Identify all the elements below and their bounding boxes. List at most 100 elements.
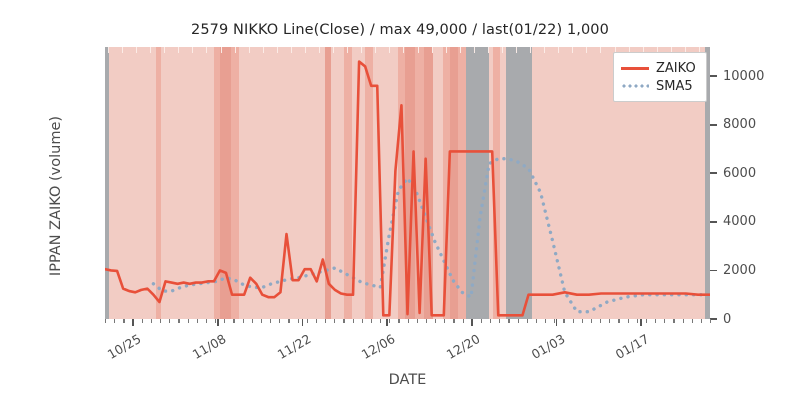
grid-line [389, 47, 391, 319]
chart-legend[interactable]: ZAIKO SMA5 [613, 52, 707, 102]
x-tick-minor [572, 319, 574, 323]
y-tick-label: 8000 [723, 117, 757, 133]
legend-item-zaiko[interactable]: ZAIKO [621, 59, 699, 77]
grid-line [361, 47, 363, 319]
x-axis-label: DATE [388, 372, 427, 388]
x-tick-minor [141, 319, 143, 323]
x-tick-minor [389, 319, 391, 323]
grid-line [544, 47, 546, 319]
grid-line [600, 47, 602, 319]
y-axis-label: IPPAN ZAIKO (volume) [48, 115, 64, 277]
y-tick-mark [710, 123, 717, 126]
x-tick-minor [370, 319, 373, 323]
y-tick: 10000 [710, 68, 765, 84]
background-band [324, 47, 331, 319]
grid-line [178, 47, 180, 319]
grid-line [670, 47, 672, 319]
background-band [213, 47, 220, 319]
x-tick-minor [435, 319, 437, 323]
background-band [160, 47, 214, 319]
legend-swatch-zaiko-icon [621, 62, 649, 74]
x-tick-minor [270, 319, 272, 323]
grid-line [304, 47, 306, 319]
legend-swatch-sma5-icon [621, 80, 649, 92]
x-tick-minor [416, 319, 418, 323]
x-tick-major [386, 319, 388, 326]
y-tick-label: 0 [723, 311, 732, 327]
grid-line [684, 47, 686, 319]
background-band [493, 47, 501, 319]
grid-line [220, 47, 222, 319]
grid-line [234, 47, 236, 319]
x-tick-minor [306, 319, 308, 323]
grid-line [656, 47, 658, 319]
background-band [405, 47, 415, 319]
series-layer [105, 60, 710, 317]
y-tick-label: 10000 [723, 68, 765, 84]
y-tick: 8000 [710, 117, 757, 133]
background-band [506, 47, 533, 319]
x-tick-minor [444, 319, 446, 323]
x-tick-label: 01/03 [528, 331, 568, 363]
grid-line [375, 47, 377, 319]
x-tick-label: 12/20 [443, 331, 483, 363]
x-tick-minor [398, 319, 400, 323]
legend-label-sma5: SMA5 [656, 78, 693, 94]
x-tick-major [301, 319, 304, 326]
grid-line [262, 47, 264, 319]
grid-line [290, 47, 292, 319]
x-tick-minor [700, 319, 703, 323]
y-tick: 4000 [710, 214, 757, 230]
x-tick-minor [691, 319, 693, 323]
x-tick-minor [251, 319, 253, 323]
x-tick-minor [508, 319, 510, 323]
x-tick-major [216, 319, 219, 326]
grid-line [614, 47, 616, 319]
x-tick-minor [169, 319, 171, 323]
background-band [414, 47, 425, 319]
y-axis-ticks: 0 2000 4000 6000 8000 10000 [710, 47, 796, 327]
grid-line [530, 47, 532, 319]
x-tick-minor [205, 319, 208, 323]
x-tick-minor [407, 319, 409, 323]
y-tick-mark [710, 318, 717, 320]
background-band [465, 47, 489, 319]
grid-line [459, 47, 461, 319]
grid-line [347, 47, 349, 319]
y-tick: 0 [710, 311, 732, 327]
grid-line [558, 47, 560, 319]
x-tick-minor [609, 319, 611, 323]
x-tick-minor [260, 319, 263, 323]
grid-line [276, 47, 278, 319]
grid-line [206, 47, 208, 319]
x-tick-minor [380, 319, 382, 323]
y-tick-label: 4000 [723, 214, 757, 230]
grid-line [628, 47, 630, 319]
background-band [219, 47, 232, 319]
x-tick-minor [581, 319, 583, 323]
grid-line [108, 47, 109, 319]
background-band [432, 47, 443, 319]
legend-item-sma5[interactable]: SMA5 [621, 77, 699, 95]
chart-title: 2579 NIKKO Line(Close) / max 49,000 / la… [191, 22, 609, 38]
x-tick-minor [123, 319, 125, 323]
grid-line [150, 47, 152, 319]
grid-line [122, 47, 124, 319]
y-tick: 6000 [710, 166, 756, 181]
x-tick-minor [645, 319, 648, 323]
x-tick-minor [545, 319, 547, 323]
grid-line [333, 47, 335, 319]
x-tick-label: 11/22 [274, 331, 314, 363]
x-tick-minor [279, 319, 281, 323]
x-tick-minor [425, 319, 428, 323]
x-tick-minor [114, 319, 116, 323]
x-tick-minor [673, 319, 675, 323]
x-tick-label: 01/17 [613, 331, 652, 363]
x-tick-major [132, 319, 134, 326]
background-band [488, 47, 494, 319]
x-tick-minor [150, 319, 153, 323]
x-tick-label: 10/25 [105, 331, 144, 363]
x-tick-minor [499, 319, 501, 323]
x-tick-minor [178, 319, 180, 323]
x-tick-minor [517, 319, 519, 323]
